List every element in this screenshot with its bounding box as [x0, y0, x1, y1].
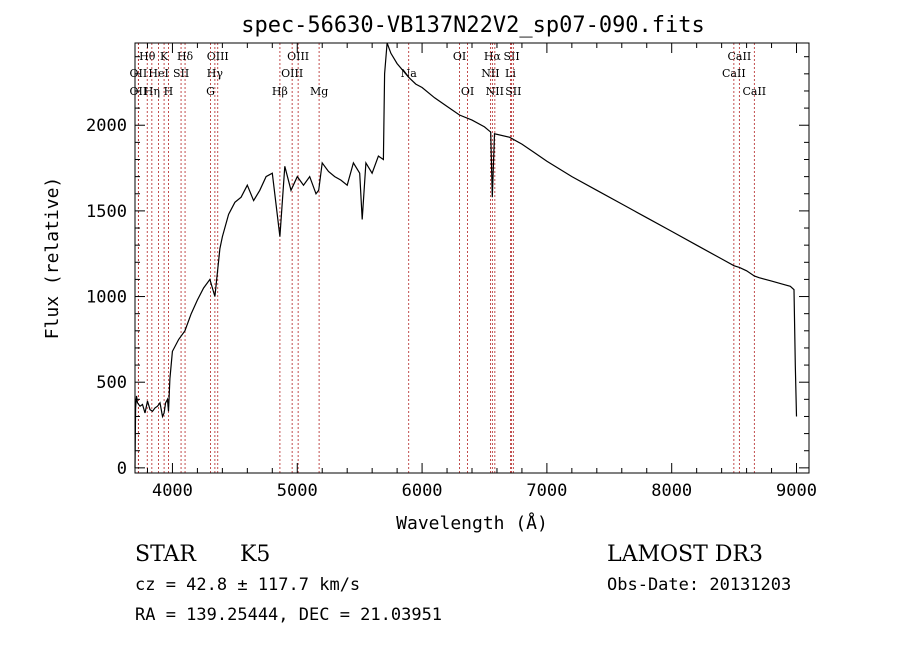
series-line-spectrum [134, 42, 798, 468]
object-class: STAR [135, 542, 197, 567]
marker-label: OIII [287, 50, 309, 63]
marker-label: K [160, 50, 169, 63]
marker-label: SII [503, 50, 519, 63]
marker-label: SII [173, 67, 189, 80]
marker-label: CaII [722, 67, 746, 80]
marker-label: CaII [742, 85, 766, 98]
marker-label: Hα [484, 50, 502, 63]
x-tick-label: 8000 [651, 481, 692, 501]
x-tick-label: 6000 [402, 481, 443, 501]
marker-label: Mg [310, 85, 328, 98]
chart-title: spec-56630-VB137N22V2_sp07-090.fits [241, 13, 705, 38]
marker-label: Li [505, 67, 516, 80]
x-axis-label: Wavelength (Å) [396, 512, 548, 534]
x-tick-label: 7000 [526, 481, 567, 501]
y-tick-label: 1500 [86, 202, 127, 222]
marker-label: Hβ [272, 85, 288, 98]
x-tick-label: 5000 [277, 481, 318, 501]
marker-label: Na [401, 67, 418, 80]
y-axis-label: Flux (relative) [42, 177, 63, 340]
marker-label: Hη [144, 85, 160, 98]
marker-label: OI [461, 85, 474, 98]
y-tick-label: 0 [117, 459, 127, 479]
marker-label: Hδ [177, 50, 194, 63]
redshift-text: cz = 42.8 ± 117.7 km/s [135, 575, 360, 595]
y-tick-label: 2000 [86, 116, 127, 136]
x-tick-label: 9000 [776, 481, 817, 501]
marker-label: CaII [728, 50, 752, 63]
marker-label: OI [453, 50, 466, 63]
marker-label: Hθ [139, 50, 156, 63]
line-markers: HθOIIOIIKHeIHηHSIIHδOIIIHγGHβOIIIOIIIMgN… [130, 43, 766, 473]
marker-label: HeI [148, 67, 168, 80]
plot-frame [134, 42, 810, 474]
marker-label: OIII [207, 50, 229, 63]
marker-label: OII [130, 85, 148, 98]
series-group [134, 42, 798, 468]
marker-label: NII [481, 67, 499, 80]
obs-date: Obs-Date: 20131203 [607, 575, 791, 595]
marker-label: H [164, 85, 174, 98]
axis-ticks: 4000 5000 6000 7000 8000 9000 0 500 1000 1500 2000 [86, 43, 817, 501]
y-tick-label: 500 [96, 373, 127, 393]
marker-label: G [206, 85, 215, 98]
survey-name: LAMOST DR3 [607, 542, 763, 567]
marker-label: Hγ [207, 67, 224, 80]
y-tick-label: 1000 [86, 288, 127, 308]
marker-label: NII [486, 85, 504, 98]
marker-label: SII [505, 85, 521, 98]
coordinates-text: RA = 139.25444, DEC = 21.03951 [135, 605, 442, 625]
object-subclass: K5 [240, 542, 270, 567]
x-tick-label: 4000 [152, 481, 193, 501]
marker-label: OIII [281, 67, 303, 80]
